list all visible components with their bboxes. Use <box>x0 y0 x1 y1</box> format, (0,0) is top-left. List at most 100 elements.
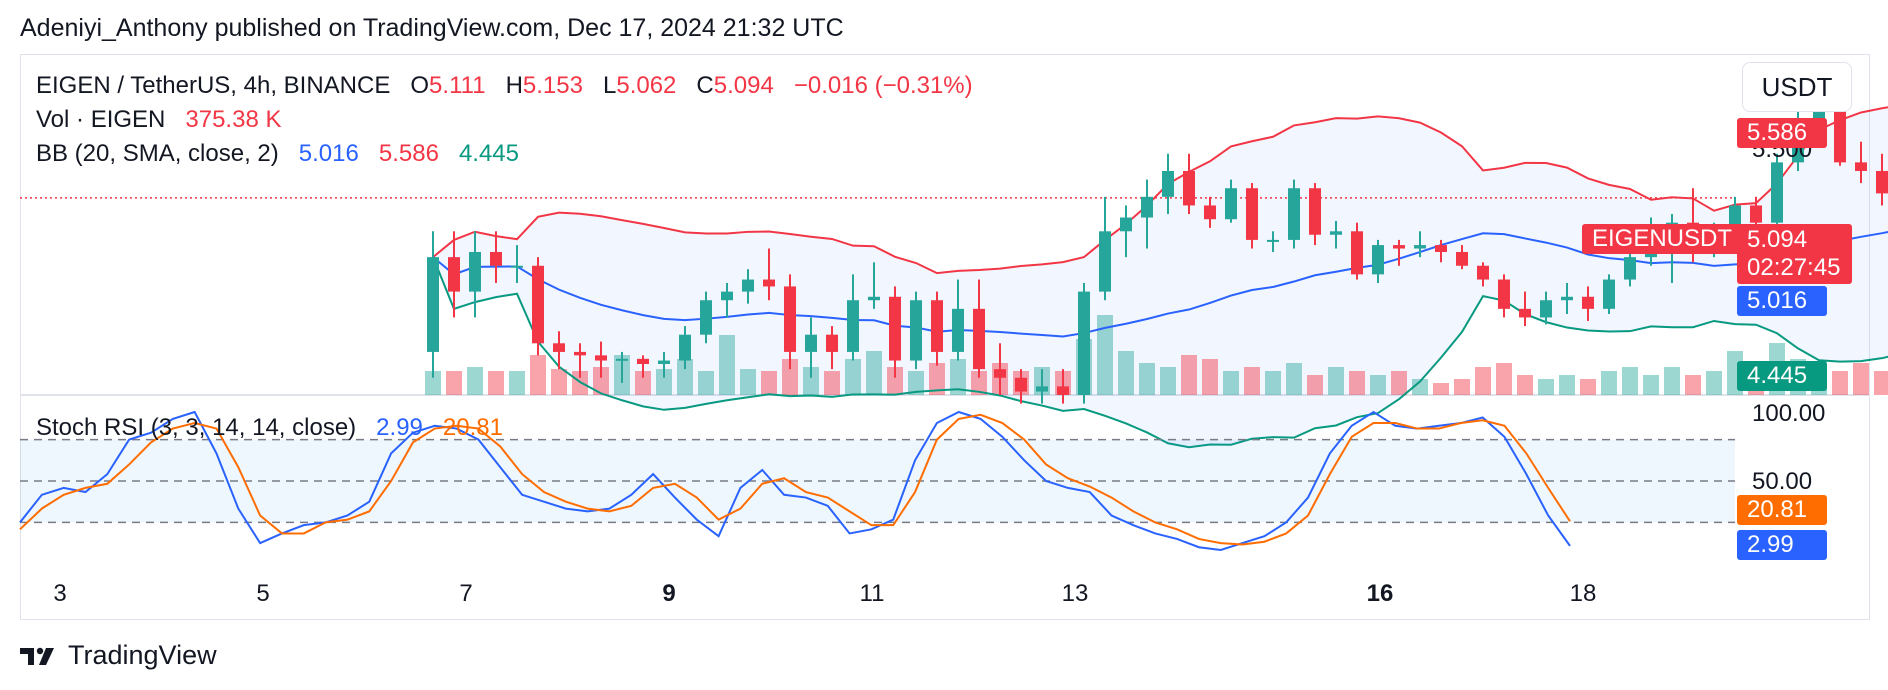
candle-body <box>1309 188 1321 235</box>
legend-volume-label: Vol · EIGEN <box>36 106 166 133</box>
volume-bar <box>1265 371 1281 395</box>
volume-bar <box>1622 367 1638 395</box>
candle-body <box>469 251 481 292</box>
candle-body <box>637 358 649 364</box>
volume-bar <box>1853 363 1869 395</box>
candle-body <box>889 296 901 361</box>
volume-bar <box>1391 371 1407 395</box>
volume-bar <box>1664 367 1680 395</box>
volume-bar <box>656 369 672 395</box>
candle-body <box>1099 231 1111 292</box>
x-tick-16: 16 <box>1366 580 1394 607</box>
volume-bar <box>887 367 903 395</box>
volume-bar <box>929 363 945 395</box>
stoch-d-tag: 20.81 <box>1737 495 1827 525</box>
legend-bb-basis: 5.016 <box>298 140 359 167</box>
candle-body <box>490 251 502 266</box>
volume-bar <box>1412 379 1428 395</box>
legend-volume[interactable]: Vol · EIGEN 375.38 K <box>36 106 281 134</box>
candle-body <box>1036 386 1048 392</box>
candle-body <box>1498 279 1510 309</box>
volume-bar <box>1874 371 1888 395</box>
bar-countdown: 02:27:45 <box>1747 254 1841 281</box>
volume-bar <box>593 367 609 395</box>
candle-body <box>1162 170 1174 197</box>
volume-bar <box>446 371 462 395</box>
legend-symbol[interactable]: EIGEN / TetherUS, 4h, BINANCE <box>36 72 391 99</box>
candle-body <box>1204 205 1216 220</box>
candle-body <box>700 300 712 335</box>
x-tick-9: 9 <box>662 580 676 607</box>
chart-frame <box>20 54 1870 620</box>
candle-body <box>448 257 460 292</box>
x-tick-13: 13 <box>1061 580 1089 607</box>
volume-bar <box>1307 375 1323 395</box>
candle-body <box>595 355 607 361</box>
candle-body <box>1603 279 1615 309</box>
candle-body <box>847 300 859 352</box>
volume-bar <box>719 335 735 395</box>
bb-basis-price-tag: 5.016 <box>1737 286 1827 316</box>
candle-body <box>553 343 565 352</box>
volume-bar <box>635 371 651 395</box>
candle-body <box>1750 205 1762 223</box>
bb-band-fill <box>433 107 1888 448</box>
volume-bar <box>488 371 504 395</box>
volume-bar <box>1097 315 1113 395</box>
candle-body <box>1372 245 1384 275</box>
volume-bar <box>677 359 693 395</box>
candle-body <box>1435 245 1447 252</box>
candle-body <box>574 351 586 356</box>
legend-bb-label: BB (20, SMA, close, 2) <box>36 140 279 167</box>
legend-stoch-rsi[interactable]: Stoch RSI (3, 3, 14, 14, close) 2.99 20.… <box>36 414 503 442</box>
volume-bar <box>1328 367 1344 395</box>
candle-body <box>1078 291 1090 395</box>
volume-bar <box>950 359 966 395</box>
volume-bar <box>1160 367 1176 395</box>
volume-bar <box>1181 355 1197 395</box>
bb-lower-line <box>432 256 1888 449</box>
legend-low-value: 5.062 <box>616 72 677 99</box>
volume-bar <box>1496 363 1512 395</box>
volume-bar <box>761 371 777 395</box>
stoch-d-line <box>19 413 1571 546</box>
candle-body <box>1414 245 1426 249</box>
candle-body <box>1561 296 1573 301</box>
candle-body <box>1057 386 1069 395</box>
currency-unit-button[interactable]: USDT <box>1742 62 1852 112</box>
legend-volume-value: 375.38 K <box>185 106 282 133</box>
legend-bollinger[interactable]: BB (20, SMA, close, 2) 5.016 5.586 4.445 <box>36 140 519 168</box>
bb-upper-line <box>432 106 1888 275</box>
x-tick-5: 5 <box>256 580 270 607</box>
candle-body <box>742 279 754 292</box>
bb-upper-price-tag: 5.586 <box>1737 118 1827 148</box>
bb-lower-price-tag: 4.445 <box>1737 361 1827 391</box>
legend-close-label: C <box>696 72 714 99</box>
candle-body <box>679 334 691 361</box>
legend-stoch-k: 2.99 <box>376 414 423 441</box>
candle-body <box>826 334 838 352</box>
footer-brand[interactable]: TradingView <box>20 640 217 671</box>
candle-body <box>721 291 733 301</box>
candle-body <box>1540 300 1552 318</box>
candle-body <box>1582 296 1594 309</box>
legend-low-label: L <box>602 72 617 99</box>
volume-bar <box>530 355 546 395</box>
candle-body <box>1477 265 1489 280</box>
stoch-k-line <box>19 410 1571 552</box>
legend-stoch-d: 20.81 <box>442 414 503 441</box>
volume-bar <box>509 371 525 395</box>
legend-open-label: O <box>410 72 430 99</box>
volume-bar <box>1286 363 1302 395</box>
volume-bar <box>1454 379 1470 395</box>
volume-bar <box>803 367 819 395</box>
legend-close-value: 5.094 <box>713 72 774 99</box>
candle-body <box>1855 162 1867 171</box>
volume-bar <box>1685 375 1701 395</box>
candle-body <box>1015 377 1027 392</box>
candle-body <box>1246 188 1258 240</box>
candle-body <box>1771 162 1783 223</box>
volume-bar <box>1706 371 1722 395</box>
publish-header: Adeniyi_Anthony published on TradingView… <box>20 14 844 42</box>
